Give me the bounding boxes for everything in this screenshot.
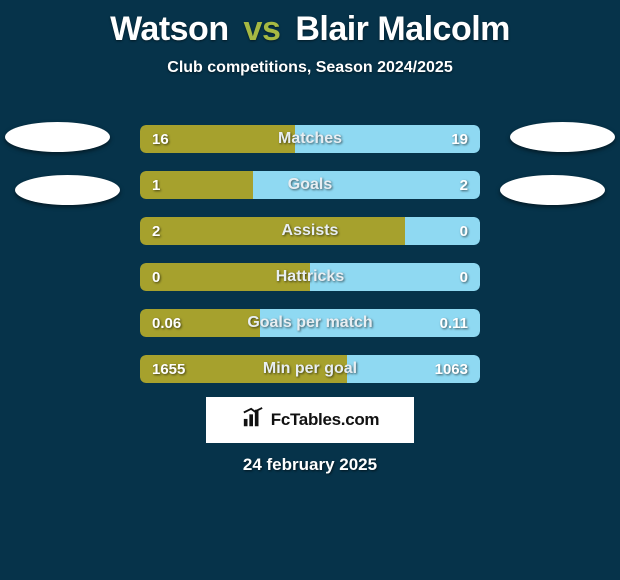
fctables-label: FcTables.com [271,410,380,430]
stats-comparison-chart: 1619Matches12Goals20Assists00Hattricks0.… [140,125,480,401]
title-player2: Blair Malcolm [295,10,510,48]
stat-row: 12Goals [140,171,480,199]
stat-value-right: 19 [439,125,480,153]
bar-left [140,217,405,245]
stat-value-right: 0.11 [428,309,480,337]
subtitle: Club competitions, Season 2024/2025 [0,59,620,77]
title-vs: vs [244,10,281,48]
stat-row: 0.060.11Goals per match [140,309,480,337]
player1-avatar-ellipse-bottom [15,175,120,205]
stat-row: 1619Matches [140,125,480,153]
stat-value-left: 16 [140,125,181,153]
stat-value-left: 2 [140,217,172,245]
chart-icon [241,407,265,434]
stat-row: 20Assists [140,217,480,245]
stat-value-right: 0 [448,217,480,245]
player1-avatar-ellipse-top [5,122,110,152]
title-player1: Watson [110,10,229,48]
player2-avatar-ellipse-bottom [500,175,605,205]
stat-row: 00Hattricks [140,263,480,291]
stat-value-right: 1063 [423,355,480,383]
stat-value-left: 1 [140,171,172,199]
date-label: 24 february 2025 [0,455,620,475]
bar-right [253,171,480,199]
stat-value-right: 0 [448,263,480,291]
stat-value-left: 0 [140,263,172,291]
stat-value-left: 0.06 [140,309,193,337]
stat-row: 16551063Min per goal [140,355,480,383]
page-title: Watson vs Blair Malcolm [0,0,620,49]
fctables-badge[interactable]: FcTables.com [206,397,414,443]
player2-avatar-ellipse-top [510,122,615,152]
stat-value-left: 1655 [140,355,197,383]
stat-value-right: 2 [448,171,480,199]
